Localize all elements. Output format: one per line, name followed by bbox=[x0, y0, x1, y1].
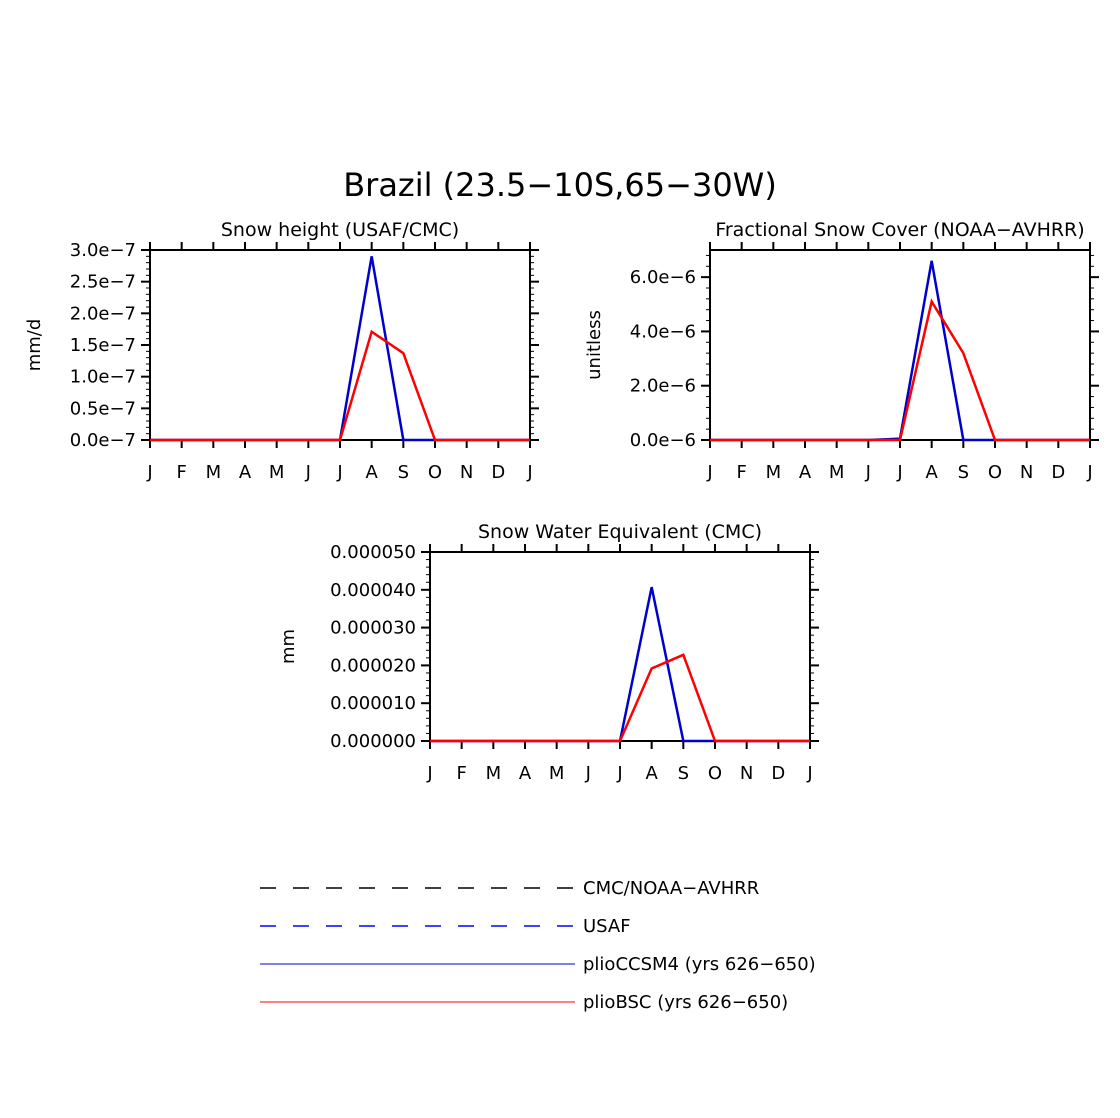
x-tick-label: A bbox=[926, 462, 939, 483]
legend-item: USAF bbox=[260, 916, 631, 937]
x-tick-label: J bbox=[305, 462, 311, 483]
y-tick-label: 0.000040 bbox=[330, 580, 416, 601]
x-tick-label: M bbox=[549, 763, 565, 784]
x-tick-label: N bbox=[1020, 462, 1033, 483]
x-tick-label: D bbox=[491, 462, 505, 483]
x-tick-label: M bbox=[206, 462, 222, 483]
x-tick-label: F bbox=[176, 462, 186, 483]
y-axis-label: unitless bbox=[584, 310, 605, 380]
series-line-pliobsc bbox=[710, 298, 1090, 442]
x-tick-label: S bbox=[958, 462, 969, 483]
legend-item: plioBSC (yrs 626−650) bbox=[260, 992, 788, 1013]
x-tick-label: O bbox=[988, 462, 1002, 483]
x-tick-label: S bbox=[678, 763, 689, 784]
x-tick-label: J bbox=[706, 462, 712, 483]
y-tick-label: 0.000020 bbox=[330, 655, 416, 676]
chart-panel-1: Snow height (USAF/CMC)mm/dJ F M A M J J A S O N D J0… bbox=[24, 219, 539, 483]
x-tick-label: J bbox=[806, 763, 812, 784]
series-line-pliocsm4 bbox=[430, 586, 810, 743]
y-tick-label: 0.0e−6 bbox=[630, 430, 696, 451]
y-tick-label: 0.000010 bbox=[330, 693, 416, 714]
x-tick-label: A bbox=[366, 462, 379, 483]
y-tick-label: 0.0e−7 bbox=[70, 430, 136, 451]
y-tick-label: 6.0e−6 bbox=[630, 267, 696, 288]
series-line-pliocsm4 bbox=[710, 260, 1090, 442]
x-tick-label: F bbox=[456, 763, 466, 784]
y-tick-label: 0.000000 bbox=[330, 731, 416, 752]
y-tick-label: 1.0e−7 bbox=[70, 367, 136, 388]
x-tick-label: N bbox=[740, 763, 753, 784]
series-line-pliobsc bbox=[150, 329, 530, 442]
x-tick-label: N bbox=[460, 462, 473, 483]
y-tick-label: 2.0e−7 bbox=[70, 303, 136, 324]
x-tick-label: M bbox=[269, 462, 285, 483]
y-tick-label: 1.5e−7 bbox=[70, 335, 136, 356]
y-axis-label: mm bbox=[278, 629, 299, 664]
x-tick-label: M bbox=[829, 462, 845, 483]
x-tick-label: O bbox=[708, 763, 722, 784]
x-tick-label: O bbox=[428, 462, 442, 483]
x-tick-label: D bbox=[771, 763, 785, 784]
chart-panel-2: Fractional Snow Cover (NOAA−AVHRR) unitle… bbox=[584, 219, 1099, 483]
x-tick-label: J bbox=[526, 462, 532, 483]
legend: CMC/NOAA−AVHRR USAF plioCCSM4 (yrs 626−650… bbox=[260, 878, 816, 1013]
figure-title: Brazil (23.5−10S,65−30W) bbox=[343, 166, 777, 204]
panel-title: Fractional Snow Cover (NOAA−AVHRR) bbox=[715, 219, 1084, 241]
plot-frame bbox=[149, 249, 531, 441]
x-tick-label: J bbox=[616, 763, 622, 784]
y-tick-label: 4.0e−6 bbox=[630, 321, 696, 342]
x-tick-label: J bbox=[896, 462, 902, 483]
legend-label: plioBSC (yrs 626−650) bbox=[583, 992, 788, 1013]
x-tick-label: A bbox=[239, 462, 252, 483]
x-tick-label: F bbox=[736, 462, 746, 483]
y-tick-label: 0.000030 bbox=[330, 618, 416, 639]
x-tick-label: M bbox=[486, 763, 502, 784]
panel-title: Snow Water Equivalent (CMC) bbox=[478, 521, 762, 543]
y-tick-label: 0.5e−7 bbox=[70, 398, 136, 419]
legend-item: plioCCSM4 (yrs 626−650) bbox=[260, 954, 816, 975]
x-tick-label: J bbox=[585, 763, 591, 784]
chart-panel-3: Snow Water Equivalent (CMC)mmJ F M A M J J A S O N… bbox=[278, 521, 819, 784]
x-tick-label: A bbox=[646, 763, 659, 784]
series-line-pliobsc bbox=[430, 653, 810, 743]
legend-label: CMC/NOAA−AVHRR bbox=[583, 878, 759, 899]
x-tick-label: M bbox=[766, 462, 782, 483]
x-tick-label: S bbox=[398, 462, 409, 483]
panel-title: Snow height (USAF/CMC) bbox=[221, 219, 459, 241]
legend-label: USAF bbox=[583, 916, 631, 937]
x-tick-label: J bbox=[865, 462, 871, 483]
series-line-pliocsm4 bbox=[150, 256, 530, 442]
x-tick-label: J bbox=[146, 462, 152, 483]
y-tick-label: 3.0e−7 bbox=[70, 240, 136, 261]
y-tick-label: 0.000050 bbox=[330, 542, 416, 563]
x-tick-label: J bbox=[1086, 462, 1092, 483]
y-tick-label: 2.5e−7 bbox=[70, 272, 136, 293]
x-tick-label: J bbox=[336, 462, 342, 483]
y-tick-label: 2.0e−6 bbox=[630, 376, 696, 397]
panels: Snow height (USAF/CMC)mm/dJ F M A M J J A S O N D J0… bbox=[24, 219, 1099, 784]
x-tick-label: A bbox=[519, 763, 532, 784]
legend-label: plioCCSM4 (yrs 626−650) bbox=[583, 954, 816, 975]
x-tick-label: J bbox=[426, 763, 432, 784]
x-tick-label: D bbox=[1051, 462, 1065, 483]
legend-item: CMC/NOAA−AVHRR bbox=[260, 878, 759, 899]
x-tick-label: A bbox=[799, 462, 812, 483]
plot-frame bbox=[709, 249, 1091, 441]
plot-frame bbox=[429, 551, 811, 742]
y-axis-label: mm/d bbox=[24, 319, 45, 372]
